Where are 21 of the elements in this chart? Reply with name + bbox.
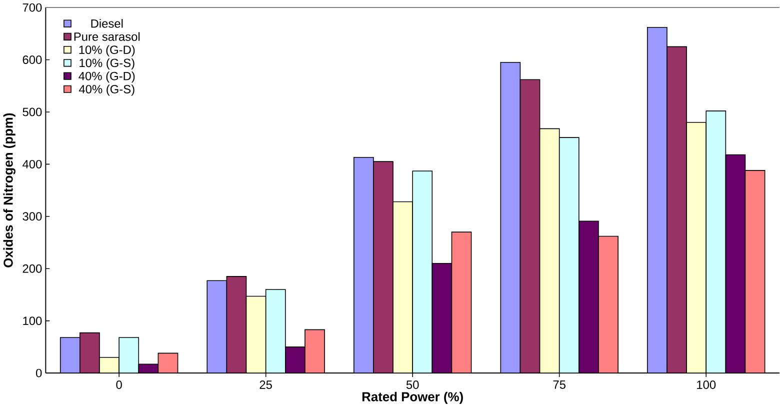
y-tick-label: 200 — [22, 264, 42, 273]
legend-label: 10% (G-D) — [79, 45, 135, 56]
legend-label: 40% (G-S) — [78, 84, 134, 96]
y-tick-label: 500 — [22, 108, 42, 116]
legend-label: 40% (G-D) — [78, 71, 135, 83]
legend-label: Pure sarasol — [74, 32, 140, 41]
x-tick-label: 100 — [697, 380, 716, 389]
y-axis-title: Oxides of Nitrogen (ppm) — [3, 113, 16, 268]
y-tick-label: 0 — [36, 368, 42, 378]
y-tick-label: 600 — [22, 55, 42, 64]
y-tick-label: 300 — [22, 212, 42, 221]
x-tick-label: 50 — [406, 380, 419, 389]
y-tick-label: 400 — [22, 160, 42, 168]
x-tick-label: 75 — [553, 380, 566, 389]
y-tick-label: 100 — [23, 316, 42, 325]
x-axis-title: Rated Power (%) — [362, 392, 463, 404]
legend-label: 10% (G-S) — [80, 58, 134, 70]
x-tick-label: 0 — [116, 380, 122, 389]
y-tick-label: 700 — [22, 3, 42, 12]
legend-label: Diesel — [91, 18, 123, 28]
x-tick-label: 25 — [260, 380, 272, 389]
